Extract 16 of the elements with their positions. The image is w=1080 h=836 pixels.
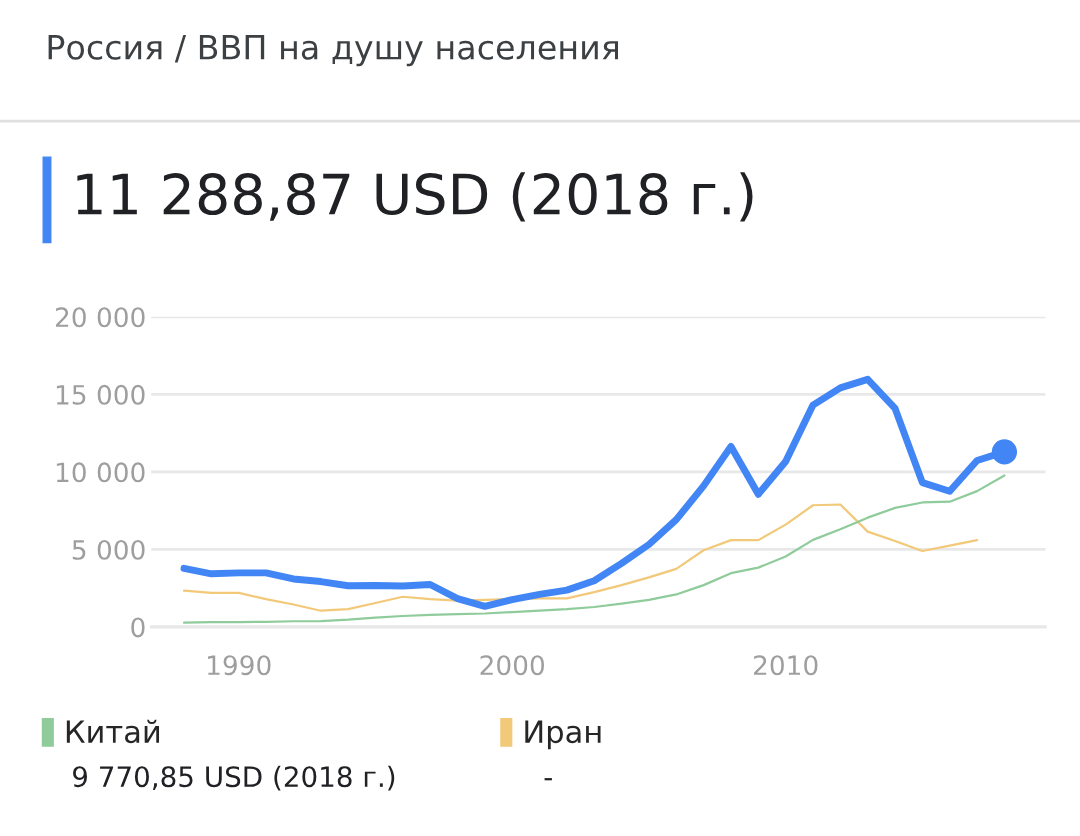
y-tick-label: 15 000 — [56, 384, 145, 405]
chart-title: Россия / ВВП на душу населения — [48, 35, 618, 67]
y-tick-label: 0 — [131, 617, 145, 638]
text: - — [544, 778, 552, 781]
legend-label: Иран — [525, 720, 601, 750]
y-tick-label: 5 000 — [72, 539, 145, 560]
y-tick-label: 20 000 — [55, 307, 145, 328]
legend-label: Китай — [66, 719, 160, 744]
y-tick-label: 10 000 — [56, 462, 145, 483]
chart-subtitle: 11 288,87 USD (2018 г.) — [77, 172, 753, 222]
line-series — [182, 474, 1006, 624]
x-tick-label: 2000 — [480, 655, 544, 676]
text: 9 770,85 USD (2018 г.) — [73, 765, 395, 791]
line-series — [182, 503, 979, 612]
x-tick-label: 1990 — [208, 655, 271, 676]
x-tick-label: 2010 — [754, 655, 818, 676]
